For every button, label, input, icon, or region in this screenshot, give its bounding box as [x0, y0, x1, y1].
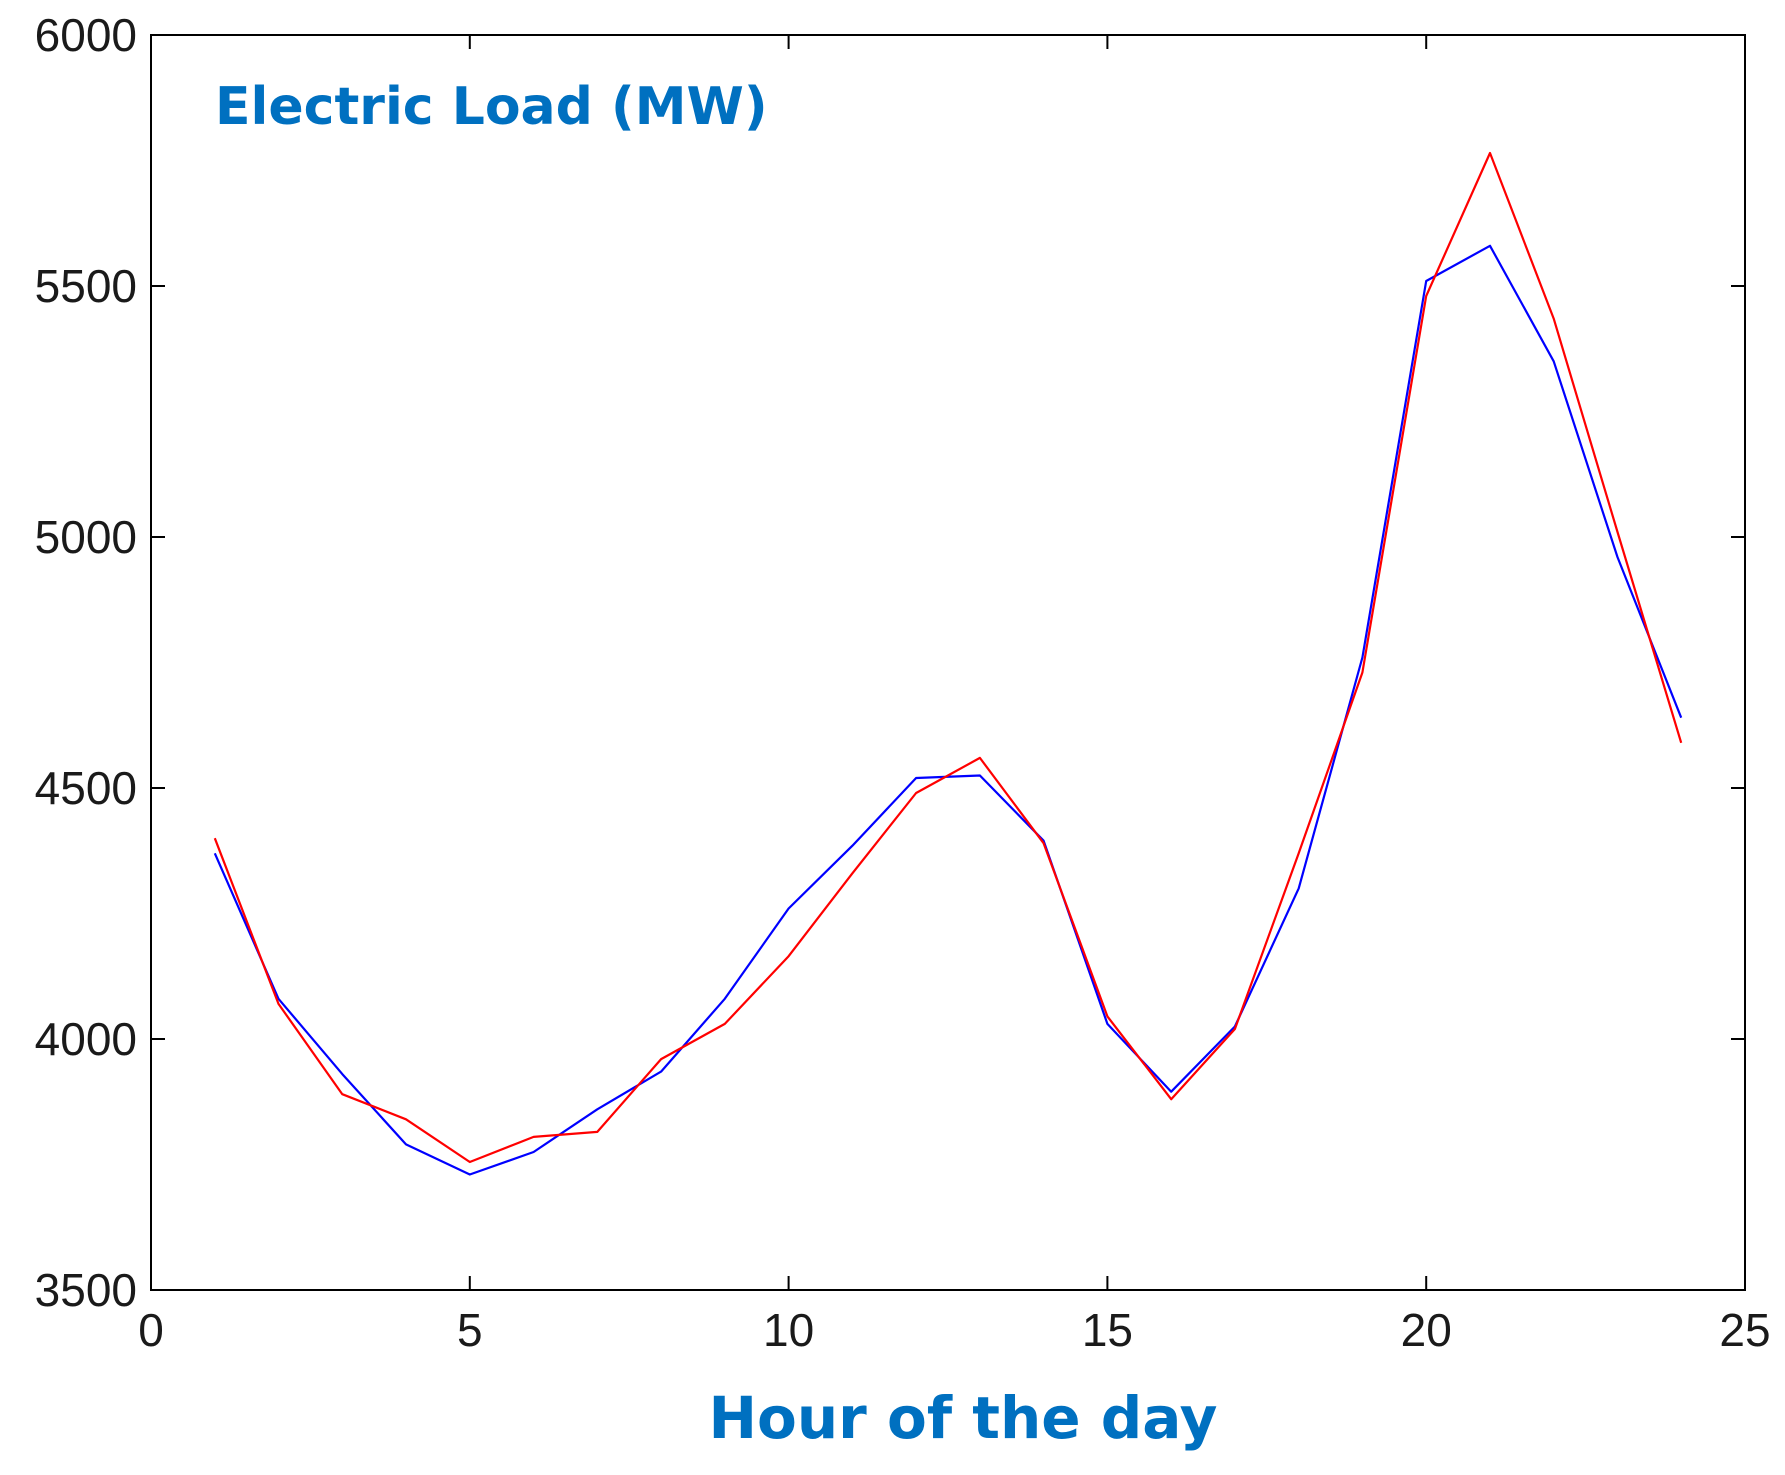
x-tick-label: 0 [138, 1304, 164, 1356]
y-tick-label: 6000 [35, 9, 137, 61]
y-tick-label: 5000 [35, 511, 137, 563]
x-tick-label: 10 [763, 1304, 814, 1356]
x-tick-label: 5 [457, 1304, 483, 1356]
x-tick-label: 20 [1401, 1304, 1452, 1356]
y-tick-label: 4500 [35, 762, 137, 814]
x-tick-label: 15 [1082, 1304, 1133, 1356]
series-lines [213, 151, 1683, 1176]
x-axis-ticks: 0 5 10 15 20 25 [138, 35, 1771, 1356]
x-tick-label: 25 [1719, 1304, 1770, 1356]
plot-frame [150, 34, 1746, 1291]
series-line-2 [213, 151, 1683, 1164]
y-axis-ticks: 3500 4000 4500 5000 5500 6000 [35, 9, 1745, 1316]
y-tick-label: 5500 [35, 260, 137, 312]
series-line-1 [213, 244, 1683, 1176]
chart-title: Electric Load (MW) [215, 77, 768, 137]
y-tick-label: 4000 [35, 1013, 137, 1065]
x-axis-title: Hour of the day [709, 1384, 1218, 1452]
y-tick-label: 3500 [35, 1264, 137, 1316]
